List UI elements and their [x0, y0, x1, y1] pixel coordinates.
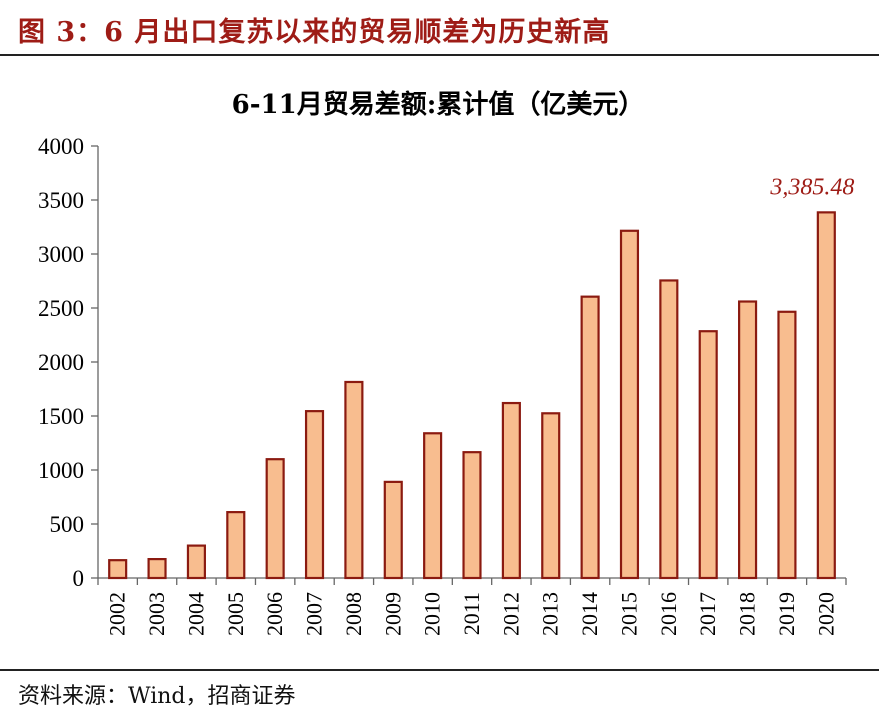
- y-tick-label: 1500: [38, 404, 84, 429]
- y-tick-label: 3500: [38, 188, 84, 213]
- x-tick-label: 2006: [262, 592, 287, 636]
- bar: [777, 310, 797, 580]
- bar: [619, 229, 640, 580]
- bar: [423, 432, 443, 580]
- y-tick-label: 2000: [38, 350, 84, 375]
- x-tick-label: 2003: [144, 592, 169, 636]
- bar: [816, 211, 836, 580]
- bottom-rule: [0, 669, 879, 671]
- x-tick-label: 2002: [105, 592, 130, 636]
- x-tick-label: 2015: [616, 592, 641, 636]
- x-tick-label: 2008: [341, 592, 366, 636]
- y-tick-label: 4000: [38, 134, 84, 159]
- bar: [462, 451, 482, 580]
- bar: [383, 480, 403, 580]
- y-tick-label: 3000: [38, 242, 84, 267]
- x-tick-label: 2013: [538, 592, 563, 636]
- x-tick-label: 2020: [813, 592, 838, 636]
- bar: [698, 330, 718, 580]
- x-axis: 2002 2003 2004 2005 2006 2007 2008 2009 2010 2011…: [97, 577, 847, 636]
- bar-chart: 6-11月贸易差额:累计值（亿美元） 0 500 1000 1500 2000 2500 3…: [38, 89, 854, 636]
- x-tick-label: 2011: [459, 592, 484, 635]
- y-axis: 0 500 1000 1500 2000 2500 3000 3500 4000: [38, 134, 99, 591]
- chart-title: 6-11月贸易差额:累计值（亿美元）: [232, 89, 645, 120]
- x-tick-label: 2017: [695, 592, 720, 636]
- x-tick-label: 2014: [577, 592, 602, 636]
- y-tick-label: 1000: [38, 458, 84, 483]
- y-tick-label: 2500: [38, 296, 84, 321]
- x-tick-label: 2018: [735, 592, 760, 636]
- y-tick-label: 500: [50, 512, 85, 537]
- figure-title: 图 3：6 月出口复苏以来的贸易顺差为历史新高: [18, 17, 611, 48]
- y-tick-label: 0: [73, 566, 85, 591]
- x-tick-label: 2005: [223, 592, 248, 636]
- x-tick-label: 2004: [183, 592, 208, 636]
- x-tick-label: 2007: [302, 592, 327, 636]
- top-rule: [0, 54, 879, 56]
- x-tick-label: 2009: [380, 592, 405, 636]
- bar: [108, 559, 128, 580]
- bar: [265, 458, 285, 580]
- x-tick-label: 2019: [774, 592, 799, 636]
- bar: [501, 401, 521, 580]
- bar: [580, 295, 600, 580]
- bar: [186, 544, 206, 580]
- bar: [541, 412, 561, 580]
- bar: [147, 558, 167, 580]
- bar-series: [108, 211, 836, 580]
- source-note: 资料来源：Wind，招商证券: [18, 684, 296, 709]
- x-tick-label: 2016: [656, 592, 681, 636]
- value-annotation: 3,385.48: [769, 174, 854, 200]
- x-tick-label: 2012: [498, 592, 523, 636]
- bar: [738, 300, 758, 580]
- bar: [344, 380, 364, 580]
- bar: [659, 279, 679, 580]
- x-tick-label: 2010: [420, 592, 445, 636]
- bar: [304, 410, 325, 580]
- bar: [226, 511, 246, 580]
